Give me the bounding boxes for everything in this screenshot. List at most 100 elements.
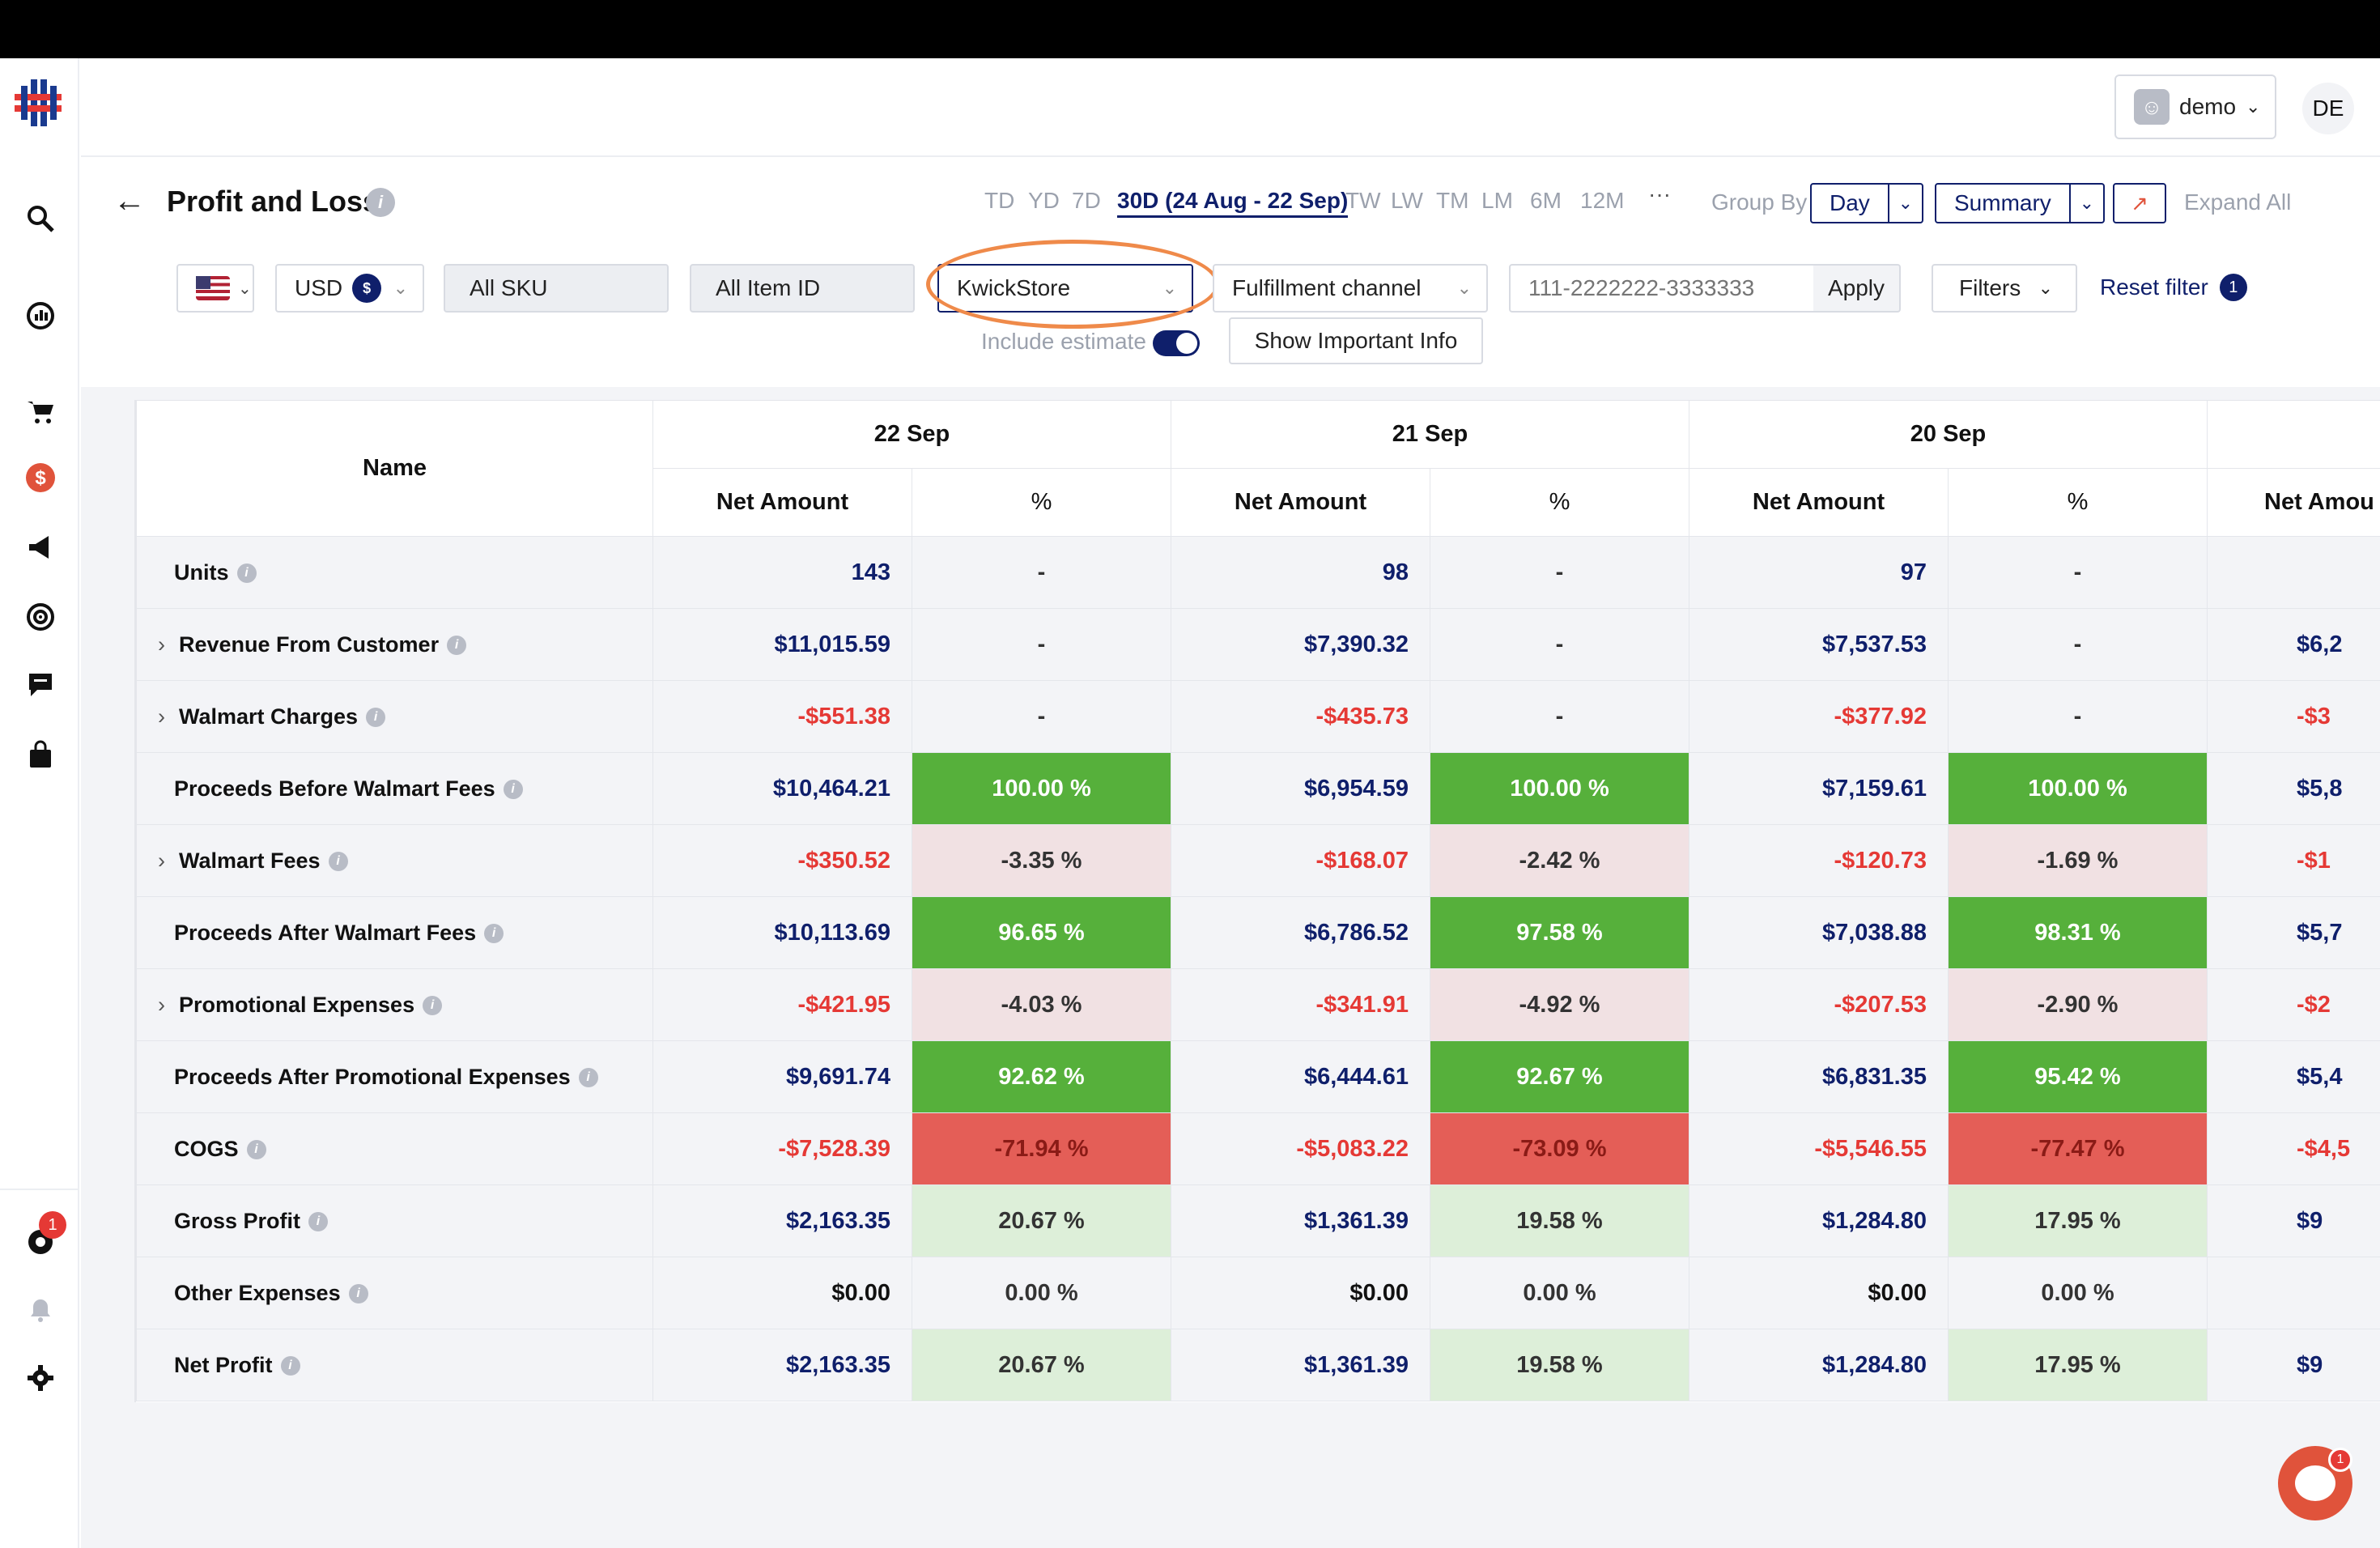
net-amount-cell: -$435.73 bbox=[1171, 680, 1430, 753]
notification-badge: 1 bbox=[39, 1211, 66, 1239]
net-amount-cell: $6,786.52 bbox=[1171, 896, 1430, 969]
apply-button[interactable]: Apply bbox=[1813, 264, 1901, 313]
percent-cell: 17.95 % bbox=[1948, 1184, 2208, 1257]
app-logo-icon[interactable] bbox=[13, 78, 63, 128]
row-name-cell[interactable]: › Revenue From Customer i bbox=[136, 608, 653, 681]
range-tm[interactable]: TM bbox=[1436, 188, 1469, 213]
gear-icon[interactable] bbox=[23, 1360, 58, 1396]
range-td[interactable]: TD bbox=[984, 188, 1015, 213]
row-name-cell[interactable]: › Walmart Fees i bbox=[136, 824, 653, 897]
name-header: Name bbox=[136, 400, 653, 537]
user-icon: ☺ bbox=[2134, 89, 2170, 125]
info-icon[interactable]: i bbox=[328, 852, 348, 872]
info-icon[interactable]: i bbox=[447, 636, 467, 656]
net-amount-cell-partial: -$2 bbox=[2207, 968, 2380, 1041]
sidebar-divider bbox=[0, 1189, 79, 1190]
info-icon[interactable]: i bbox=[366, 188, 395, 217]
group-by-label: Group By bbox=[1711, 189, 1808, 215]
percent-cell: -73.09 % bbox=[1430, 1112, 1689, 1185]
filters-label: Filters bbox=[1959, 275, 2021, 300]
net-amount-cell-partial: $9 bbox=[2207, 1329, 2380, 1401]
range-30d[interactable]: 30D (24 Aug - 22 Sep) bbox=[1117, 188, 1349, 218]
info-icon[interactable]: i bbox=[236, 563, 257, 584]
row-name-cell[interactable]: › Promotional Expenses i bbox=[136, 968, 653, 1041]
info-icon[interactable]: i bbox=[484, 924, 504, 944]
chevron-right-icon[interactable]: › bbox=[158, 704, 165, 729]
item-id-select[interactable]: All Item ID bbox=[690, 264, 915, 313]
more-ranges-button[interactable]: ··· bbox=[1648, 181, 1671, 206]
bag-icon[interactable] bbox=[23, 737, 58, 772]
percent-cell: -2.90 % bbox=[1948, 968, 2208, 1041]
dollar-icon: $ bbox=[352, 274, 382, 303]
net-amount-cell: $0.00 bbox=[1171, 1257, 1430, 1329]
info-icon[interactable]: i bbox=[308, 1212, 329, 1232]
percent-cell: 0.00 % bbox=[1948, 1257, 2208, 1329]
table-row: › Revenue From Customer i $11,015.59- $7,390… bbox=[136, 608, 2380, 681]
range-7d[interactable]: 7D bbox=[1072, 188, 1101, 213]
net-amount-cell: -$168.07 bbox=[1171, 824, 1430, 897]
range-6m[interactable]: 6M bbox=[1530, 188, 1562, 213]
chat-icon[interactable] bbox=[23, 667, 58, 703]
filters-button[interactable]: Filters ⌄ bbox=[1932, 264, 2077, 313]
show-important-info-button[interactable]: Show Important Info bbox=[1229, 317, 1483, 364]
row-name: Other Expenses bbox=[174, 1280, 341, 1305]
group-by-select[interactable]: Day ⌄ bbox=[1810, 183, 1923, 223]
export-button[interactable]: ↗ bbox=[2113, 183, 2166, 223]
percent-cell: 19.58 % bbox=[1430, 1329, 1689, 1401]
megaphone-icon[interactable] bbox=[23, 529, 58, 565]
marketplace-select[interactable]: ⌄ bbox=[176, 264, 254, 313]
sku-select[interactable]: All SKU bbox=[444, 264, 669, 313]
range-tw[interactable]: TW bbox=[1345, 188, 1381, 213]
fulfillment-channel-select[interactable]: Fulfillment channel ⌄ bbox=[1213, 264, 1488, 313]
percent-cell: 0.00 % bbox=[1430, 1257, 1689, 1329]
reset-filter-link[interactable]: Reset filter 1 bbox=[2100, 274, 2247, 301]
info-icon[interactable]: i bbox=[280, 1356, 300, 1376]
chevron-down-icon: ⌄ bbox=[1898, 193, 1914, 213]
range-yd[interactable]: YD bbox=[1028, 188, 1060, 213]
order-id-input[interactable] bbox=[1509, 264, 1815, 313]
info-icon[interactable]: i bbox=[366, 708, 386, 728]
info-icon[interactable]: i bbox=[503, 780, 523, 800]
include-estimate-toggle[interactable] bbox=[1153, 330, 1200, 356]
bell-icon[interactable] bbox=[23, 1292, 58, 1328]
info-icon[interactable]: i bbox=[246, 1140, 266, 1160]
row-name: Units bbox=[174, 559, 229, 585]
date-header-partial bbox=[2207, 400, 2380, 469]
info-icon[interactable]: i bbox=[578, 1068, 598, 1088]
percent-header: % bbox=[1430, 468, 1689, 537]
percent-cell: -71.94 % bbox=[912, 1112, 1171, 1185]
range-lm[interactable]: LM bbox=[1481, 188, 1513, 213]
chevron-right-icon[interactable]: › bbox=[158, 632, 165, 657]
net-amount-cell: -$551.38 bbox=[652, 680, 912, 753]
target-icon[interactable] bbox=[23, 599, 58, 635]
currency-select[interactable]: USD $ ⌄ bbox=[275, 264, 424, 313]
external-link-icon: ↗ bbox=[2131, 190, 2148, 215]
back-arrow-icon[interactable]: ← bbox=[113, 183, 146, 219]
row-name: Promotional Expenses bbox=[179, 992, 415, 1017]
info-icon[interactable]: i bbox=[348, 1284, 368, 1304]
reset-filter-count: 1 bbox=[2219, 274, 2247, 301]
app-header: ☺ demo ⌄ DE bbox=[81, 58, 2380, 157]
user-menu-button[interactable]: ☺ demo ⌄ bbox=[2114, 74, 2276, 139]
avatar[interactable]: DE bbox=[2302, 83, 2354, 134]
row-name-cell: Units i bbox=[136, 536, 653, 609]
chevron-right-icon[interactable]: › bbox=[158, 992, 165, 1017]
row-name-cell[interactable]: › Walmart Charges i bbox=[136, 680, 653, 753]
chevron-down-icon: ⌄ bbox=[238, 279, 252, 298]
percent-cell: 100.00 % bbox=[1430, 752, 1689, 825]
range-12m[interactable]: 12M bbox=[1580, 188, 1625, 213]
chevron-right-icon[interactable]: › bbox=[158, 848, 165, 873]
row-name: Proceeds After Walmart Fees bbox=[174, 920, 477, 945]
range-lw[interactable]: LW bbox=[1391, 188, 1423, 213]
view-select[interactable]: Summary ⌄ bbox=[1935, 183, 2105, 223]
page-title: Profit and Loss bbox=[167, 185, 380, 218]
info-icon[interactable]: i bbox=[423, 996, 443, 1016]
cart-icon[interactable] bbox=[23, 393, 58, 429]
net-amount-header: Net Amount bbox=[652, 468, 912, 537]
dollar-icon[interactable]: $ bbox=[23, 460, 58, 495]
net-amount-cell: $0.00 bbox=[652, 1257, 912, 1329]
pnl-table-container: Name 22 Sep 21 Sep 20 Sep Net Amount % N… bbox=[134, 400, 2380, 1402]
search-analytics-icon[interactable] bbox=[23, 201, 58, 236]
dashboard-icon[interactable] bbox=[23, 298, 58, 334]
net-amount-cell: $7,537.53 bbox=[1689, 608, 1949, 681]
